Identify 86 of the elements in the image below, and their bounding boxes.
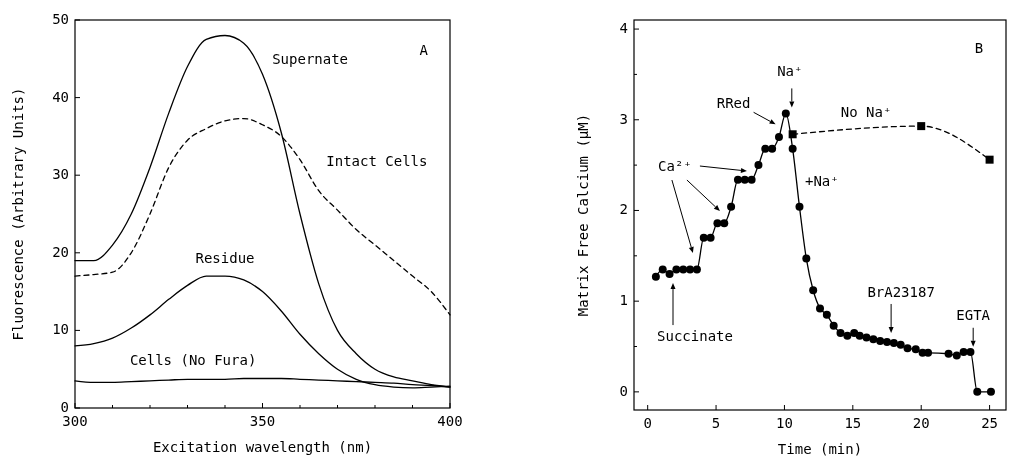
- point: [959, 347, 968, 356]
- x-axis-title: Time (min): [777, 441, 863, 457]
- x-axis-title: Excitation wavelength (nm): [152, 439, 373, 455]
- point: [829, 321, 838, 330]
- y-tick-label: 4: [619, 20, 628, 37]
- y-tick-label: 40: [52, 88, 69, 105]
- point: [876, 337, 885, 346]
- x-tick-label: 10: [776, 415, 793, 431]
- point: [788, 130, 797, 139]
- point: [903, 344, 912, 353]
- point: [855, 331, 864, 340]
- y-tick-label: 2: [619, 201, 628, 218]
- point: [896, 340, 905, 349]
- point: [699, 233, 708, 242]
- point: [862, 333, 871, 342]
- x-tick-label: 20: [912, 415, 930, 431]
- point: [836, 328, 845, 337]
- series-label: Cells (No Fura): [129, 351, 257, 368]
- point: [924, 348, 933, 357]
- series-label: Intact Cells: [326, 153, 428, 170]
- point: [809, 286, 818, 295]
- annotation: Na⁺: [777, 63, 803, 80]
- point: [740, 175, 749, 184]
- y-tick-label: 3: [619, 110, 628, 127]
- point: [917, 122, 926, 131]
- x-tick-label: 5: [711, 415, 721, 431]
- point: [883, 337, 892, 346]
- series-label: Residue: [195, 250, 255, 267]
- point: [822, 310, 831, 319]
- point: [774, 133, 783, 141]
- annotation: RRed: [716, 95, 751, 112]
- y-tick-label: 10: [52, 321, 69, 338]
- point: [966, 347, 975, 356]
- x-tick-label: 400: [437, 413, 463, 429]
- point: [788, 144, 797, 153]
- point: [672, 265, 681, 274]
- x-tick-label: 300: [62, 413, 88, 429]
- y-axis-title: Fluorescence (Arbitrary Units): [10, 87, 26, 341]
- y-tick-label: 20: [52, 243, 69, 260]
- point: [761, 144, 770, 153]
- point: [768, 144, 777, 153]
- x-tick-label: 0: [643, 415, 652, 431]
- annotation: No Na⁺: [840, 103, 892, 120]
- annotation: Succinate: [657, 328, 733, 345]
- y-axis-title: Matrix Free Calcium (μM): [575, 113, 591, 317]
- point: [795, 202, 804, 211]
- x-tick-label: 25: [981, 415, 999, 431]
- point: [952, 351, 961, 360]
- y-tick-label: 50: [52, 11, 69, 27]
- y-tick-label: 30: [52, 166, 69, 183]
- y-tick-label: 0: [619, 382, 628, 399]
- point: [869, 335, 878, 344]
- point: [944, 349, 953, 358]
- point: [658, 265, 667, 274]
- point: [816, 304, 824, 313]
- annotation: A: [419, 42, 429, 59]
- point: [665, 269, 674, 278]
- annotation: EGTA: [956, 306, 991, 323]
- y-tick-label: 1: [619, 292, 628, 309]
- point: [679, 265, 688, 274]
- point: [754, 161, 763, 170]
- x-tick-label: 350: [249, 413, 276, 429]
- annotation: +Na⁺: [805, 172, 839, 189]
- x-tick-label: 15: [844, 415, 862, 431]
- point: [973, 387, 982, 396]
- annotation: BrA23187: [867, 283, 935, 300]
- series-label: Supernate: [272, 50, 349, 67]
- y-tick-label: 0: [60, 399, 69, 415]
- annotation: B: [974, 39, 984, 56]
- point: [802, 254, 811, 263]
- point: [843, 331, 852, 340]
- point: [651, 272, 660, 281]
- point: [986, 387, 995, 396]
- point: [720, 219, 729, 228]
- point: [686, 265, 695, 274]
- point: [781, 109, 790, 118]
- point: [911, 345, 920, 354]
- point: [985, 155, 994, 164]
- point: [747, 175, 756, 184]
- point: [733, 175, 742, 184]
- point: [692, 265, 701, 274]
- point: [727, 202, 736, 211]
- point: [713, 219, 722, 228]
- point: [889, 338, 898, 347]
- annotation: Ca²⁺: [658, 158, 692, 175]
- point: [706, 233, 715, 242]
